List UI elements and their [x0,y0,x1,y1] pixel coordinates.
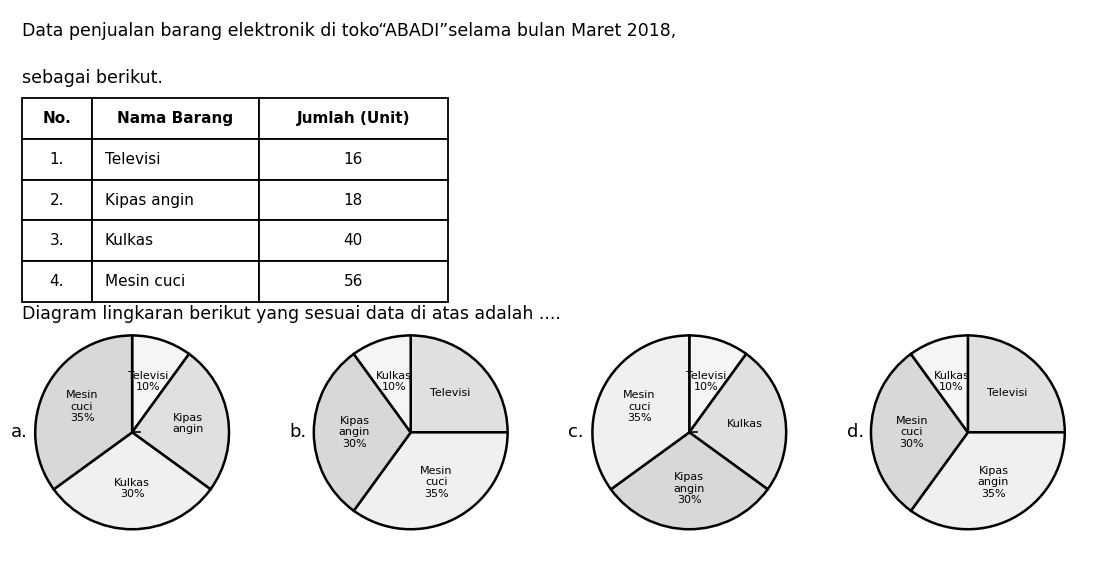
Bar [258,180,448,221]
Bar [91,221,258,261]
Text: Televisi
10%: Televisi 10% [129,371,168,392]
Bar [22,99,92,139]
Text: 2.: 2. [50,193,64,208]
Text: Kipas
angin
35%: Kipas angin 35% [978,466,1009,499]
Text: 3.: 3. [50,234,64,248]
Text: Kipas
angin: Kipas angin [172,413,204,434]
Text: Televisi: Televisi [430,388,471,397]
Text: Kulkas: Kulkas [104,234,154,248]
Wedge shape [690,336,746,433]
Text: Kipas angin: Kipas angin [104,193,194,208]
Bar [258,139,448,180]
Wedge shape [35,336,132,489]
Text: Kulkas
10%: Kulkas 10% [934,371,969,392]
Wedge shape [911,336,968,433]
Bar [22,261,92,302]
Bar [22,221,92,261]
Text: Mesin
cuci
30%: Mesin cuci 30% [895,416,928,449]
Text: c.: c. [569,424,584,441]
Text: 4.: 4. [50,274,64,289]
Bar [91,139,258,180]
Text: b.: b. [289,424,307,441]
Text: Televisi
10%: Televisi 10% [685,371,726,392]
Text: Kipas
angin
30%: Kipas angin 30% [673,472,705,505]
Text: Kulkas
10%: Kulkas 10% [376,371,412,392]
Wedge shape [871,354,968,511]
Text: Mesin cuci: Mesin cuci [104,274,185,289]
Text: 1.: 1. [50,152,64,167]
Text: Kulkas
30%: Kulkas 30% [114,478,150,500]
Text: 18: 18 [343,193,363,208]
Text: sebagai berikut.: sebagai berikut. [22,69,163,87]
Wedge shape [54,433,210,529]
Bar [258,99,448,139]
Text: 40: 40 [343,234,363,248]
Wedge shape [911,433,1065,529]
Text: No.: No. [43,111,72,126]
Text: Mesin
cuci
35%: Mesin cuci 35% [66,390,98,424]
Bar [91,261,258,302]
Bar [91,99,258,139]
Wedge shape [132,354,229,489]
Text: Data penjualan barang elektronik di toko“ABADI”selama bulan Maret 2018,: Data penjualan barang elektronik di toko… [22,23,676,40]
Bar [258,261,448,302]
Text: Mesin
cuci
35%: Mesin cuci 35% [623,390,656,424]
Text: Jumlah (Unit): Jumlah (Unit) [297,111,410,126]
Text: a.: a. [11,424,28,441]
Wedge shape [354,433,507,529]
Wedge shape [354,336,410,433]
Text: Kipas
angin
30%: Kipas angin 30% [339,416,371,449]
Text: Televisi: Televisi [988,388,1027,397]
Wedge shape [690,354,786,489]
Text: Kulkas: Kulkas [727,418,762,429]
Text: Televisi: Televisi [104,152,161,167]
Wedge shape [968,336,1065,433]
Bar [258,221,448,261]
Text: d.: d. [847,424,864,441]
Wedge shape [132,336,189,433]
Bar [91,180,258,221]
Text: Nama Barang: Nama Barang [118,111,233,126]
Wedge shape [410,336,507,433]
Text: Mesin
cuci
35%: Mesin cuci 35% [420,466,452,499]
Text: 56: 56 [343,274,363,289]
Text: 16: 16 [343,152,363,167]
Wedge shape [314,354,410,511]
Bar [22,180,92,221]
Wedge shape [593,336,690,489]
Text: Diagram lingkaran berikut yang sesuai data di atas adalah ....: Diagram lingkaran berikut yang sesuai da… [22,304,566,323]
Wedge shape [610,433,768,529]
Bar [22,139,92,180]
